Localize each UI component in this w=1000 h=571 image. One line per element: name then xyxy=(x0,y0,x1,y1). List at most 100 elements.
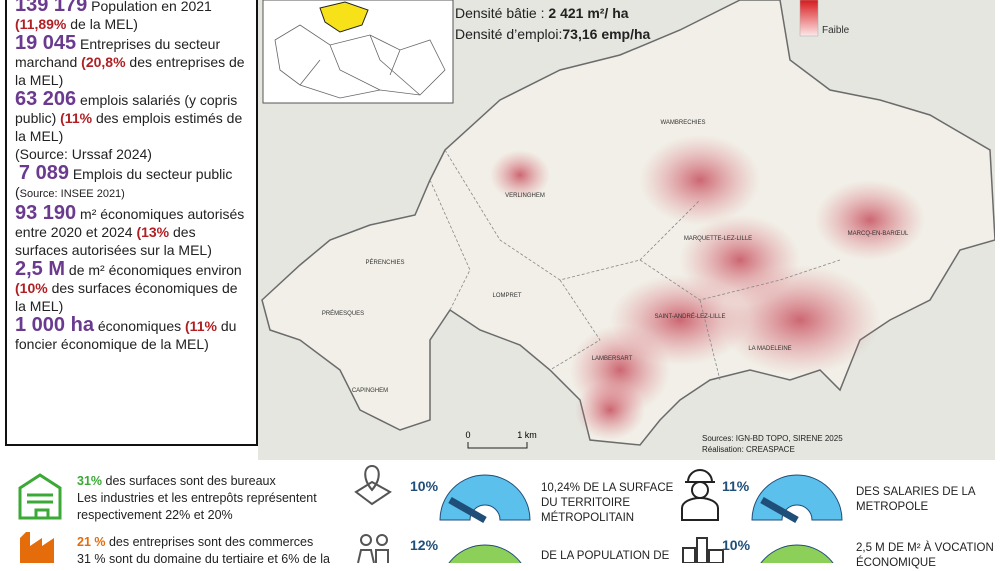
scale-label: 0 xyxy=(465,430,470,440)
stat-text: Population en 2021 xyxy=(87,0,212,14)
worker-icon xyxy=(681,469,719,521)
factory-icon xyxy=(20,532,54,563)
map-pin-icon xyxy=(354,464,392,506)
stat-figure: 1 000 ha xyxy=(15,314,94,336)
people-icon xyxy=(357,534,389,563)
line: DE LA POPULATION DE xyxy=(541,550,670,562)
heat-zones xyxy=(490,135,925,440)
text: respectivement 22% et 20% xyxy=(77,508,233,522)
line: 10,24% DE LA SURFACE xyxy=(541,482,674,494)
highlight: 31% xyxy=(77,474,103,488)
place-label: SAINT-ANDRÉ-LEZ-LILLE xyxy=(654,313,725,320)
gauge xyxy=(439,474,531,524)
place-label: VERLINGHEM xyxy=(505,193,545,199)
stat: 2,5 M de m² économiques environ (10% des… xyxy=(15,258,252,315)
place-labels: WAMBRECHIES VERLINGHEM PÉRENCHIES MARQUE… xyxy=(322,120,909,394)
place-label: WAMBRECHIES xyxy=(660,120,705,126)
stat-text: des entreprises de la MEL) xyxy=(15,54,245,88)
gauge-text: 2,5 M DE M² À VOCATION ÉCONOMIQUE xyxy=(856,541,994,571)
place-label: PRÉMESQUES xyxy=(322,310,364,317)
stat-source: Source: INSEE 2021) xyxy=(19,188,125,200)
stat: 139 179 Population en 2021 (11,89% de la … xyxy=(15,0,252,33)
place-label: MARQUETTE-LEZ-LILLE xyxy=(684,236,752,242)
stat-share: (11% xyxy=(60,110,93,126)
line: 2,5 M DE M² À VOCATION xyxy=(856,542,994,554)
stat-figure: 139 179 xyxy=(15,0,88,16)
line: DES SALARIES DE LA xyxy=(856,486,976,498)
label: Densité bâtie : xyxy=(455,5,548,21)
place-label: LOMPRET xyxy=(492,293,521,299)
label: Densité d’emploi: xyxy=(455,26,562,42)
stat-text: emplois salariés (y copris public) xyxy=(15,92,238,126)
gauge-text: DE LA POPULATION DE xyxy=(541,549,669,564)
buildings-icon xyxy=(682,537,724,563)
stat-text: du foncier économique de la MEL) xyxy=(15,318,237,352)
stat-text: des surfaces économiques de la MEL) xyxy=(15,280,238,314)
sources: Sources: IGN-BD TOPO, SIRENE 2025 xyxy=(702,434,843,443)
stat-text: économiques xyxy=(93,318,186,334)
inset-map xyxy=(262,0,454,104)
stat: 7 089 Emplois du secteur public (Source:… xyxy=(15,162,252,203)
gauge-value: 12% xyxy=(410,537,439,553)
gauge-text: 10,24% DE LA SURFACE DU TERRITOIRE MÉTROPO… xyxy=(541,481,673,526)
stat-text: Emplois du secteur public ( xyxy=(15,166,233,200)
stat-text: Entreprises du secteur marchand xyxy=(15,36,221,70)
gauge xyxy=(760,544,834,563)
stat: 63 206 emplois salariés (y copris public… xyxy=(15,88,252,163)
offices-text: 31% des surfaces sont des bureaux Les ind… xyxy=(77,473,317,524)
density-built: Densité bâtie : 2 421 m²/ ha xyxy=(455,5,629,21)
stat: 1 000 ha économiques (11% du foncier éco… xyxy=(15,314,252,353)
stats-panel: 139 179 Population en 2021 (11,89% de la … xyxy=(5,0,258,446)
stat-text: de m² économiques environ xyxy=(65,262,242,278)
density-map: Densité bâtie : 2 421 m²/ ha Densité d’e… xyxy=(258,0,995,460)
value: 2 421 m²/ ha xyxy=(548,5,628,21)
place-label: PÉRENCHIES xyxy=(365,259,404,266)
line: MÉTROPOLITAIN xyxy=(541,512,635,524)
legend-gradient xyxy=(799,0,819,37)
stat-figure: 63 206 xyxy=(15,88,77,110)
stat: 19 045 Entreprises du secteur marchand (… xyxy=(15,32,252,89)
stat-share: (11,89% xyxy=(15,16,67,32)
place-label: MARCQ-EN-BARŒUL xyxy=(848,231,909,237)
line: METROPOLE xyxy=(856,501,929,513)
gauge-value: 10% xyxy=(410,478,439,494)
text: des entreprises sont des commerces xyxy=(105,535,314,549)
gauge xyxy=(751,474,843,524)
legend-label: Faible xyxy=(822,25,850,36)
scale-label: 1 km xyxy=(517,430,537,440)
highlight: 21 % xyxy=(77,535,106,549)
gauge-text: DES SALARIES DE LA METROPOLE xyxy=(856,485,976,515)
credits: Réalisation: CREASPACE xyxy=(702,445,795,454)
stat-figure: 19 045 xyxy=(15,32,77,54)
scale-bar xyxy=(467,442,528,449)
stat-share: (20,8% xyxy=(81,54,126,70)
place-label: LAMBERSART xyxy=(592,356,633,362)
icons xyxy=(18,464,843,563)
stat-figure: 2,5 M xyxy=(15,258,66,280)
stat-share: (11% xyxy=(185,318,217,334)
stat: 93 190 m² économiques autorisés entre 20… xyxy=(15,202,252,259)
commune-borders xyxy=(429,149,841,381)
stat-figure: 93 190 xyxy=(15,202,77,224)
density-jobs: Densité d’emploi:73,16 emp/ha xyxy=(455,26,651,42)
stat-text: m² économiques autorisés entre 2020 et 2… xyxy=(15,206,245,240)
stat-source: (Source: Urssaf 2024) xyxy=(15,146,152,162)
value: 73,16 emp/ha xyxy=(562,26,650,42)
gauge-value: 11% xyxy=(722,478,750,494)
stat-text: des emplois estimés de la MEL) xyxy=(15,110,243,144)
place-label: LA MADELEINE xyxy=(748,346,791,352)
text: des surfaces sont des bureaux xyxy=(102,474,276,488)
stat-text: des surfaces autorisées sur la MEL) xyxy=(15,224,212,258)
text: Les industries et les entrepôts représen… xyxy=(77,491,317,505)
gauge-value: 10% xyxy=(722,537,751,553)
stat-text: de la MEL) xyxy=(66,16,138,32)
stat-share: (10% xyxy=(15,280,48,296)
line: ÉCONOMIQUE xyxy=(856,557,936,569)
place-label: CAPINGHEM xyxy=(352,388,388,394)
gauge xyxy=(448,544,522,563)
text: 31 % sont du domaine du tertiaire et 6% … xyxy=(77,552,330,566)
stat-figure: 7 089 xyxy=(18,162,69,184)
warehouse-icon xyxy=(18,473,62,520)
line: DU TERRITOIRE xyxy=(541,497,631,509)
